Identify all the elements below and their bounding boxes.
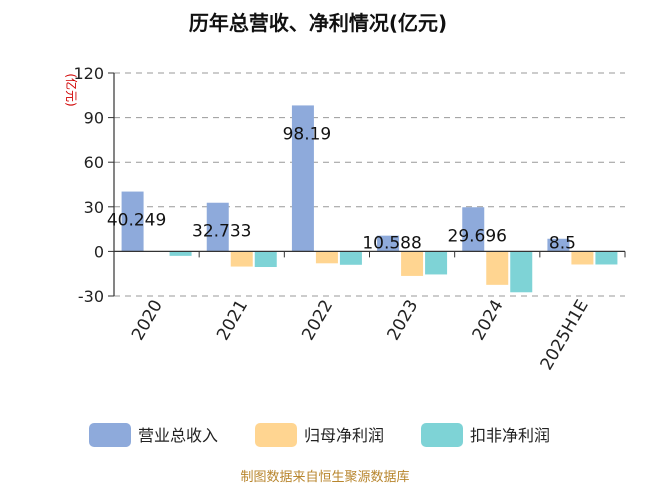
legend-swatch xyxy=(421,423,463,447)
source-note: 制图数据来自恒生聚源数据库 xyxy=(240,469,409,485)
y-tick-label: -30 xyxy=(78,287,104,306)
y-axis-ticks: -30 0 30 60 90 120 xyxy=(73,64,114,306)
bars xyxy=(121,105,618,293)
bar-3-2025H1E xyxy=(595,251,618,265)
y-tick-label: 120 xyxy=(73,64,104,83)
y-tick-label: 0 xyxy=(94,242,104,261)
data-label: 40.249 xyxy=(107,211,166,231)
legend-swatch xyxy=(89,423,131,447)
y-tick-label: 60 xyxy=(84,153,104,172)
bar-1-2025H1E xyxy=(547,238,570,252)
y-tick-label: 90 xyxy=(84,109,104,128)
bar-3-2022 xyxy=(339,251,362,265)
legend-label: 扣非净利润 xyxy=(470,426,550,445)
legend-label: 营业总收入 xyxy=(138,426,218,445)
bar-3-2021 xyxy=(254,251,277,268)
legend: 营业总收入 归母净利润 扣非净利润 xyxy=(89,423,550,447)
bar-3-2020 xyxy=(169,251,192,256)
data-label: 8.5 xyxy=(549,233,576,253)
x-tick-label: 2022 xyxy=(298,297,337,344)
legend-label: 归母净利润 xyxy=(304,426,384,445)
bar-2-2021 xyxy=(230,251,253,267)
x-tick-label: 2024 xyxy=(469,297,508,344)
bar-3-2023 xyxy=(425,251,448,275)
data-label: 32.733 xyxy=(192,222,251,242)
data-label: 29.696 xyxy=(448,226,507,246)
y-axis-unit: (亿元) xyxy=(64,73,79,106)
y-tick-label: 30 xyxy=(84,198,104,217)
legend-swatch xyxy=(255,423,297,447)
bar-1-2022 xyxy=(291,105,314,252)
bar-1-2023 xyxy=(377,235,400,252)
bar-1-2020 xyxy=(121,191,144,252)
axes xyxy=(113,73,626,296)
chart-title: 历年总营收、净利情况(亿元) xyxy=(189,11,447,35)
bar-2-2023 xyxy=(401,251,424,276)
data-labels: 40.249 32.733 98.19 10.588 29.696 8.5 xyxy=(107,124,576,253)
bar-1-2024 xyxy=(462,207,485,252)
bar-1-2021 xyxy=(206,202,229,252)
x-tick-label: 2023 xyxy=(383,297,422,344)
x-tick-label: 2020 xyxy=(128,297,167,344)
bar-3-2024 xyxy=(510,251,533,293)
grid-lines xyxy=(114,72,625,297)
data-label: 10.588 xyxy=(362,233,421,253)
bar-2-2025H1E xyxy=(571,251,594,265)
x-tick-label: 2025H1E xyxy=(537,297,593,374)
x-tick-label: 2021 xyxy=(213,297,252,344)
bar-2-2022 xyxy=(315,251,338,264)
bar-2-2024 xyxy=(486,251,509,285)
data-label: 98.19 xyxy=(283,124,332,144)
x-axis-ticks: 2020 2021 2022 2023 2024 2025H1E xyxy=(128,297,593,374)
